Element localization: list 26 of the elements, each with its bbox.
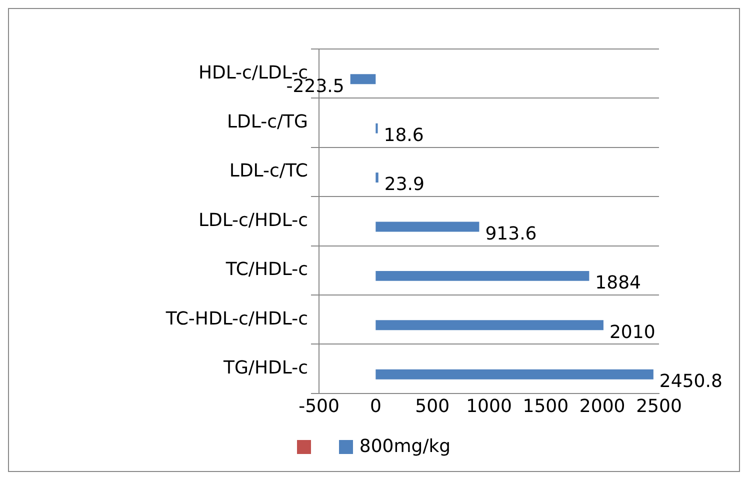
y-tick-label: LDL-c/TC xyxy=(229,160,308,182)
y-tick-label: TC/HDL-c xyxy=(224,259,308,280)
data-label: 2010 xyxy=(609,322,656,343)
x-tick-label: 2500 xyxy=(636,396,682,417)
data-label: 23.9 xyxy=(384,174,424,196)
y-tick-label: TG/HDL-c xyxy=(222,357,308,378)
data-label: 2450.8 xyxy=(659,371,722,392)
data-label: 1884 xyxy=(595,272,641,294)
x-tick-label: -500 xyxy=(298,396,340,417)
y-tick-label: LDL-c/HDL-c xyxy=(198,210,308,231)
x-tick-label: 1000 xyxy=(466,396,512,417)
data-label: 18.6 xyxy=(384,125,424,146)
bar xyxy=(376,369,654,380)
x-tick-label: 1500 xyxy=(522,396,569,417)
y-tick-label: TC-HDL-c/HDL-c xyxy=(164,308,308,330)
x-tick-label: 0 xyxy=(370,396,382,417)
bar xyxy=(376,222,480,232)
x-tick-label: 500 xyxy=(415,396,450,417)
bar xyxy=(376,172,378,183)
x-tick-label: 2000 xyxy=(579,396,626,417)
bar xyxy=(350,74,376,84)
y-tick-label: LDL-c/TG xyxy=(227,111,308,132)
bar xyxy=(376,320,604,330)
legend-label: 800mg/kg xyxy=(359,436,451,457)
data-label: 913.6 xyxy=(485,223,537,244)
bar xyxy=(376,270,590,281)
